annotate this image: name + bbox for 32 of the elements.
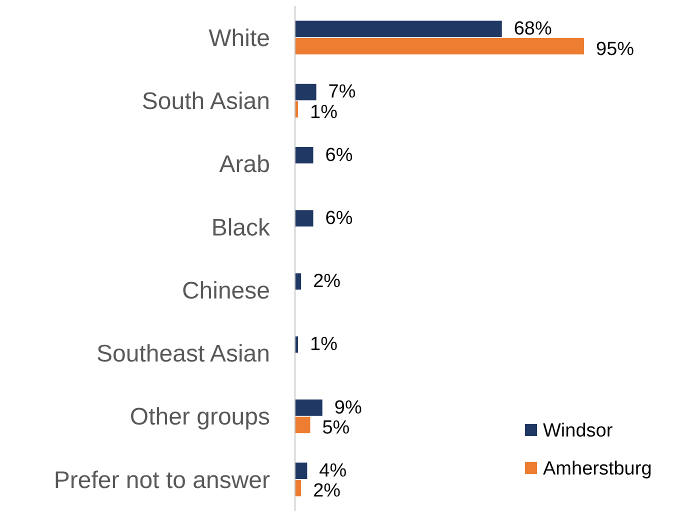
legend-label: Amherstburg xyxy=(543,458,652,480)
data-label: 7% xyxy=(328,82,356,103)
data-label: 2% xyxy=(313,480,341,502)
data-label: 6% xyxy=(325,144,353,166)
y-tick-label: Black xyxy=(211,214,271,242)
y-tick-label: Other groups xyxy=(130,404,270,431)
y-tick-label: South Asian xyxy=(142,88,270,116)
data-label: 1% xyxy=(310,102,338,123)
legend-label: Windsor xyxy=(543,420,614,442)
data-label: 68% xyxy=(514,18,552,40)
data-label: 95% xyxy=(596,38,634,60)
bar xyxy=(295,84,316,100)
data-label: 4% xyxy=(319,460,347,482)
data-label: 9% xyxy=(334,397,362,418)
data-label: 6% xyxy=(325,208,353,229)
bar xyxy=(295,416,310,434)
data-label: 5% xyxy=(322,418,350,439)
y-tick-label: White xyxy=(208,24,270,52)
bar xyxy=(295,210,314,227)
y-tick-label: Prefer not to answer xyxy=(54,466,270,494)
bar xyxy=(295,20,502,38)
y-tick-label: Arab xyxy=(219,151,270,178)
data-label: 2% xyxy=(313,271,341,292)
bar xyxy=(295,38,584,54)
bar xyxy=(295,462,308,480)
y-tick-label: Southeast Asian xyxy=(96,340,270,368)
data-label: 1% xyxy=(310,334,338,356)
bar xyxy=(295,273,302,290)
bar xyxy=(295,480,302,496)
bar xyxy=(295,400,322,416)
bar xyxy=(295,147,314,164)
y-tick-label: Chinese xyxy=(182,277,270,304)
